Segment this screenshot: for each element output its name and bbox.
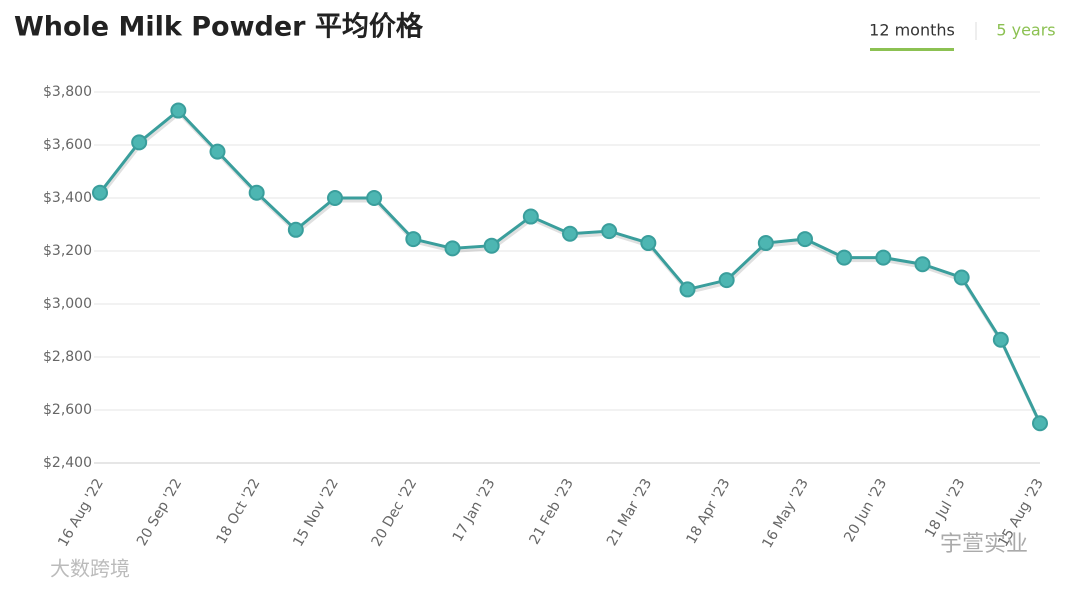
watermark: 大数跨境 bbox=[50, 557, 130, 581]
x-tick-label: 18 Apr '23 bbox=[683, 476, 733, 547]
x-tick-label: 18 Oct '22 bbox=[213, 476, 263, 547]
point bbox=[836, 249, 853, 266]
y-tick-label: $3,800 bbox=[43, 84, 92, 100]
x-tick-label: 16 Aug '22 bbox=[55, 476, 107, 550]
y-tick-label: $2,600 bbox=[43, 402, 92, 418]
x-tick-label: 16 May '23 bbox=[759, 476, 812, 551]
tab[interactable]: 5 years bbox=[996, 21, 1055, 40]
point bbox=[875, 249, 892, 266]
point bbox=[992, 331, 1009, 348]
tab[interactable]: 12 months bbox=[869, 21, 955, 40]
watermark: 宇萱实业 bbox=[940, 532, 1028, 557]
x-tick-label: 20 Dec '22 bbox=[369, 476, 421, 549]
point bbox=[914, 256, 931, 273]
point bbox=[405, 231, 422, 248]
point bbox=[601, 223, 618, 240]
line-shadow bbox=[99, 111, 1043, 427]
point bbox=[170, 102, 187, 119]
point bbox=[679, 281, 696, 298]
series-line bbox=[98, 108, 1042, 424]
x-tick-label: 21 Feb '23 bbox=[526, 476, 576, 547]
point bbox=[92, 184, 108, 201]
y-tick-label: $3,000 bbox=[43, 296, 92, 312]
point bbox=[522, 208, 539, 225]
y-tick-label: $2,800 bbox=[43, 349, 92, 365]
y-tick-label: $3,400 bbox=[43, 190, 92, 206]
point bbox=[640, 235, 657, 252]
point bbox=[953, 269, 970, 286]
point bbox=[1032, 415, 1048, 432]
point bbox=[444, 240, 461, 257]
point bbox=[718, 272, 735, 289]
point bbox=[562, 225, 578, 242]
x-tick-label: 20 Sep '22 bbox=[134, 476, 185, 549]
point bbox=[797, 231, 813, 248]
point bbox=[366, 190, 383, 206]
point bbox=[209, 143, 226, 160]
y-tick-label: $3,200 bbox=[43, 243, 92, 259]
x-tick-label: 18 Jul '23 bbox=[922, 476, 968, 541]
x-tick-label: 20 Jun '23 bbox=[841, 476, 890, 545]
point bbox=[248, 184, 265, 201]
point bbox=[131, 134, 148, 151]
point bbox=[327, 190, 343, 206]
point bbox=[757, 235, 774, 252]
chart-title: Whole Milk Powder 平均价格 bbox=[14, 12, 424, 43]
tab-underline bbox=[870, 48, 954, 51]
x-tick-label: 17 Jan '23 bbox=[450, 476, 499, 545]
y-tick-label: $3,600 bbox=[43, 137, 92, 153]
y-tick-label: $2,400 bbox=[43, 455, 92, 471]
point bbox=[483, 237, 500, 254]
point bbox=[287, 221, 304, 238]
x-tick-label: 21 Mar '23 bbox=[604, 476, 655, 549]
x-tick-label: 15 Nov '22 bbox=[290, 476, 342, 550]
